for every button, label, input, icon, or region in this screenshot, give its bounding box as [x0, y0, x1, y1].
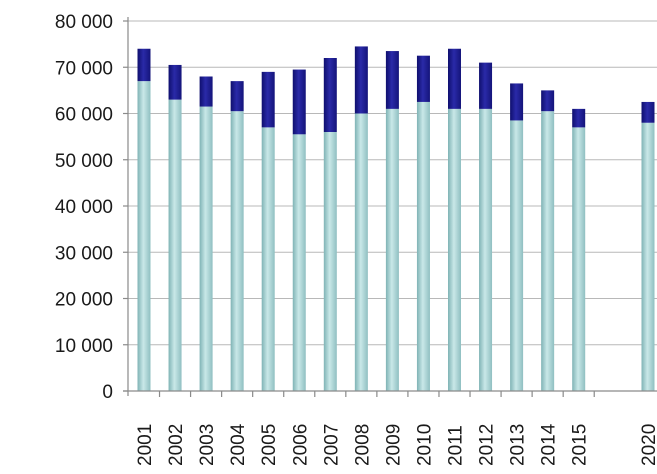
y-tick-label: 80 000 — [55, 12, 113, 33]
bar-segment-2015-upper — [572, 108, 586, 128]
bar-segment-2010-upper — [416, 55, 430, 102]
bar-segment-2012-lower — [479, 108, 493, 391]
y-tick-label: 70 000 — [55, 58, 113, 79]
x-tick-label: 2005 — [259, 424, 280, 466]
bar-segment-2002-upper — [168, 64, 182, 100]
y-tick-label: 10 000 — [55, 336, 113, 357]
bar-segment-2009-lower — [385, 108, 399, 391]
bars — [137, 46, 655, 391]
bar-segment-2011-upper — [448, 48, 461, 109]
bar-segment-2008-lower — [354, 113, 368, 391]
bar-segment-2014-lower — [541, 111, 555, 391]
y-axis-ticks: 0 10 000 20 000 30 000 40 000 50 000 60 000 70 … — [55, 12, 113, 403]
x-tick-label: 2003 — [197, 424, 218, 466]
x-tick-label: 2020 — [639, 424, 657, 466]
bar-segment-2015-lower — [572, 127, 586, 391]
x-tick-label: 2015 — [570, 424, 591, 466]
bar-segment-2007-lower — [323, 132, 337, 391]
bar-segment-2003-lower — [199, 106, 213, 391]
axes — [123, 17, 657, 397]
x-tick-label: 2011 — [446, 425, 467, 466]
x-tick-label: 2007 — [321, 424, 342, 466]
y-tick-label: 40 000 — [55, 197, 113, 218]
x-tick-label: 2012 — [477, 424, 498, 466]
bar-segment-2020-upper — [641, 101, 655, 123]
bar-segment-2011-lower — [448, 108, 461, 391]
bar-segment-2013-upper — [510, 83, 524, 121]
x-tick-label: 2014 — [539, 423, 560, 466]
x-tick-label: 2008 — [352, 424, 373, 466]
bar-segment-2005-lower — [261, 127, 275, 391]
x-tick-label: 2001 — [135, 424, 156, 466]
y-tick-label: 20 000 — [55, 290, 113, 311]
bar-segment-2009-upper — [385, 51, 399, 109]
x-tick-label: 2004 — [228, 423, 249, 466]
bar-segment-2004-upper — [230, 81, 244, 112]
bar-segment-2012-upper — [479, 62, 493, 109]
bar-segment-2006-lower — [292, 134, 306, 391]
bar-segment-2013-lower — [510, 120, 524, 391]
bar-segment-2005-upper — [261, 71, 275, 128]
bar-segment-2003-upper — [199, 76, 213, 107]
bar-segment-2001-upper — [137, 48, 151, 82]
bar-segment-2007-upper — [323, 58, 337, 132]
bar-segment-2001-lower — [137, 81, 151, 391]
bar-segment-2002-lower — [168, 99, 182, 391]
bar-segment-2010-lower — [416, 101, 430, 391]
y-tick-label: 50 000 — [55, 151, 113, 172]
bar-segment-2006-upper — [292, 69, 306, 135]
x-tick-label: 2002 — [166, 424, 187, 466]
x-tick-label: 2013 — [508, 424, 529, 466]
y-tick-label: 0 — [102, 382, 113, 403]
x-tick-label: 2009 — [383, 424, 404, 466]
bar-segment-2020-lower — [641, 122, 655, 391]
y-tick-label: 60 000 — [55, 105, 113, 126]
bar-segment-2008-upper — [354, 46, 368, 114]
x-axis-ticks: 2001 2002 2003 2004 2005 2006 2007 2008 2009 2010… — [135, 423, 657, 466]
bar-segment-2014-upper — [541, 90, 555, 112]
y-tick-label: 30 000 — [55, 243, 113, 264]
x-tick-label: 2010 — [414, 424, 435, 466]
x-tick-label: 2006 — [290, 424, 311, 466]
bar-segment-2004-lower — [230, 111, 244, 391]
